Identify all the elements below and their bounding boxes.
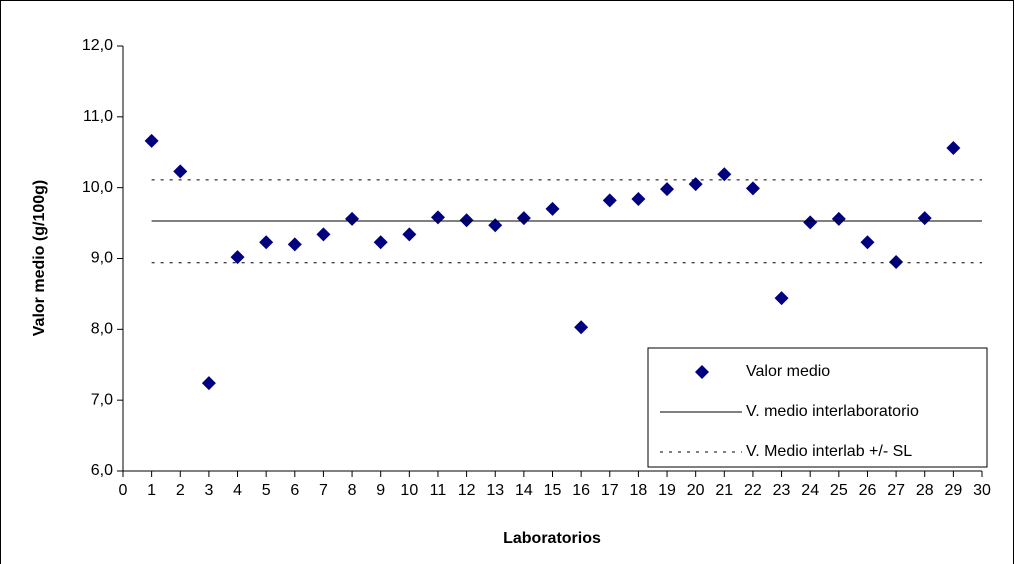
x-tick-label: 2 <box>176 482 185 499</box>
y-tick-label: 6,0 <box>91 462 113 479</box>
x-tick-label: 1 <box>147 482 156 499</box>
x-tick-label: 5 <box>262 482 271 499</box>
x-tick-label: 11 <box>430 482 447 499</box>
y-tick-label: 12,0 <box>82 37 113 54</box>
data-point <box>201 376 216 391</box>
data-point <box>574 320 589 335</box>
legend-label: V. Medio interlab +/- SL <box>746 443 912 460</box>
data-point <box>459 213 474 228</box>
x-tick-label: 28 <box>916 482 934 499</box>
data-point <box>917 211 932 226</box>
y-axis-label: Valor medio (g/100g) <box>31 180 48 336</box>
data-point <box>831 211 846 226</box>
x-axis-label: Laboratorios <box>503 530 601 547</box>
x-tick-label: 9 <box>376 482 385 499</box>
data-point <box>717 167 732 182</box>
y-tick-label: 7,0 <box>91 391 113 408</box>
x-tick-label: 10 <box>400 482 418 499</box>
y-tick-label: 9,0 <box>91 250 113 267</box>
data-point <box>373 235 388 250</box>
x-tick-label: 20 <box>687 482 705 499</box>
data-point <box>745 181 760 196</box>
data-point <box>774 291 789 306</box>
x-tick-label: 3 <box>204 482 213 499</box>
data-point <box>402 227 417 242</box>
data-point <box>316 227 331 242</box>
reference-line <box>151 179 982 264</box>
x-tick-label: 22 <box>744 482 762 499</box>
x-tick-label: 15 <box>544 482 562 499</box>
data-point <box>860 235 875 250</box>
x-tick-label: 29 <box>944 482 962 499</box>
x-tick-label: 23 <box>773 482 791 499</box>
data-point <box>144 133 159 148</box>
x-tick-label: 6 <box>290 482 299 499</box>
x-tick-label: 4 <box>233 482 242 499</box>
x-tick-label: 0 <box>119 482 128 499</box>
data-point <box>230 250 245 265</box>
x-tick-label: 19 <box>658 482 676 499</box>
data-point <box>602 193 617 208</box>
data-point <box>688 177 703 192</box>
data-point <box>430 210 445 225</box>
data-point <box>803 215 818 230</box>
data-point <box>660 182 675 197</box>
legend-marker <box>695 365 709 379</box>
x-tick-label: 25 <box>830 482 848 499</box>
x-tick-label: 27 <box>887 482 905 499</box>
y-tick-label: 11,0 <box>83 108 113 125</box>
data-point <box>287 237 302 252</box>
data-point <box>889 255 904 270</box>
x-tick-label: 21 <box>715 482 733 499</box>
data-point <box>946 141 961 155</box>
x-tick-label: 13 <box>486 482 504 499</box>
data-point <box>345 211 360 226</box>
data-point <box>173 164 188 179</box>
x-tick-label: 17 <box>601 482 619 499</box>
data-point <box>631 192 646 206</box>
legend-label: Valor medio <box>746 363 830 380</box>
legend-label: V. medio interlaboratorio <box>746 403 919 420</box>
data-point <box>545 201 560 216</box>
x-tick-label: 18 <box>630 482 648 499</box>
x-tick-label: 16 <box>572 482 590 499</box>
x-tick-label: 30 <box>973 482 991 499</box>
x-tick-label: 26 <box>859 482 877 499</box>
data-point <box>259 235 274 250</box>
x-tick-label: 12 <box>458 482 476 499</box>
y-tick-label: 10,0 <box>82 179 113 196</box>
x-tick-label: 8 <box>348 482 357 499</box>
data-point <box>516 211 531 226</box>
y-tick-label: 8,0 <box>91 321 113 338</box>
data-point <box>488 218 503 233</box>
x-tick-label: 14 <box>515 482 533 499</box>
x-tick-label: 24 <box>801 482 819 499</box>
x-tick-label: 7 <box>319 482 328 499</box>
